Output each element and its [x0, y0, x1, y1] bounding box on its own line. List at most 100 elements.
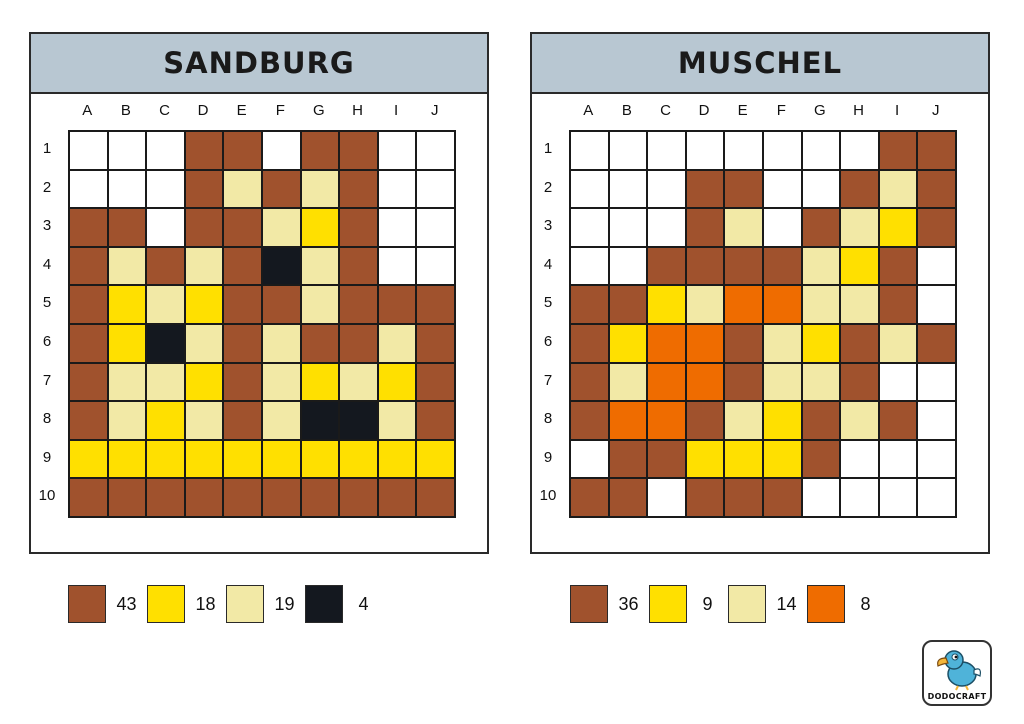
grid-cell[interactable]: [416, 401, 455, 440]
grid-cell[interactable]: [69, 285, 108, 324]
grid-cell[interactable]: [107, 478, 147, 517]
grid-cell[interactable]: [608, 246, 648, 286]
grid-cell[interactable]: [107, 401, 147, 440]
grid-cell[interactable]: [339, 323, 378, 363]
grid-cell[interactable]: [377, 439, 417, 479]
grid-cell[interactable]: [724, 169, 763, 209]
grid-cell[interactable]: [570, 246, 609, 286]
grid-cell[interactable]: [724, 285, 763, 324]
grid-cell[interactable]: [647, 323, 686, 363]
grid-cell[interactable]: [762, 246, 802, 286]
grid-cell[interactable]: [146, 323, 185, 363]
grid-cell[interactable]: [69, 169, 108, 209]
grid-cell[interactable]: [261, 208, 301, 247]
grid-cell[interactable]: [184, 208, 224, 247]
grid-cell[interactable]: [107, 362, 147, 402]
grid-cell[interactable]: [570, 362, 609, 402]
grid-cell[interactable]: [223, 362, 262, 402]
grid-cell[interactable]: [570, 439, 609, 479]
grid-cell[interactable]: [146, 169, 185, 209]
grid-cell[interactable]: [917, 439, 956, 479]
grid-cell[interactable]: [300, 208, 340, 247]
grid-cell[interactable]: [878, 478, 918, 517]
grid-cell[interactable]: [377, 208, 417, 247]
grid-cell[interactable]: [608, 478, 648, 517]
grid-cell[interactable]: [801, 208, 841, 247]
grid-cell[interactable]: [570, 208, 609, 247]
grid-cell[interactable]: [146, 285, 185, 324]
grid-cell[interactable]: [762, 285, 802, 324]
grid-cell[interactable]: [685, 208, 725, 247]
grid-cell[interactable]: [184, 169, 224, 209]
grid-cell[interactable]: [608, 439, 648, 479]
grid-cell[interactable]: [339, 246, 378, 286]
grid-cell[interactable]: [762, 478, 802, 517]
grid-cell[interactable]: [107, 246, 147, 286]
grid-cell[interactable]: [69, 208, 108, 247]
grid-cell[interactable]: [647, 169, 686, 209]
grid-cell[interactable]: [724, 246, 763, 286]
grid-cell[interactable]: [801, 323, 841, 363]
grid-cell[interactable]: [300, 169, 340, 209]
grid-cell[interactable]: [840, 246, 879, 286]
grid-cell[interactable]: [801, 439, 841, 479]
grid-cell[interactable]: [840, 208, 879, 247]
grid-cell[interactable]: [261, 478, 301, 517]
grid-cell[interactable]: [608, 208, 648, 247]
grid-cell[interactable]: [416, 362, 455, 402]
grid-cell[interactable]: [608, 131, 648, 170]
grid-cell[interactable]: [917, 208, 956, 247]
grid-cell[interactable]: [917, 169, 956, 209]
grid-cell[interactable]: [840, 169, 879, 209]
grid-cell[interactable]: [300, 478, 340, 517]
grid-cell[interactable]: [685, 362, 725, 402]
grid-cell[interactable]: [107, 169, 147, 209]
grid-cell[interactable]: [878, 401, 918, 440]
grid-cell[interactable]: [339, 401, 378, 440]
grid-cell[interactable]: [261, 362, 301, 402]
grid-cell[interactable]: [801, 401, 841, 440]
grid-cell[interactable]: [685, 478, 725, 517]
grid-cell[interactable]: [146, 478, 185, 517]
grid-cell[interactable]: [339, 439, 378, 479]
grid-cell[interactable]: [917, 131, 956, 170]
grid-cell[interactable]: [685, 439, 725, 479]
grid-cell[interactable]: [878, 285, 918, 324]
grid-cell[interactable]: [647, 131, 686, 170]
grid-cell[interactable]: [416, 323, 455, 363]
grid-cell[interactable]: [146, 362, 185, 402]
grid-cell[interactable]: [184, 401, 224, 440]
grid-cell[interactable]: [878, 362, 918, 402]
grid-cell[interactable]: [647, 478, 686, 517]
grid-cell[interactable]: [300, 285, 340, 324]
grid-cell[interactable]: [261, 131, 301, 170]
grid-cell[interactable]: [377, 169, 417, 209]
grid-cell[interactable]: [762, 439, 802, 479]
grid-cell[interactable]: [184, 131, 224, 170]
grid-cell[interactable]: [184, 285, 224, 324]
grid-cell[interactable]: [724, 478, 763, 517]
grid-cell[interactable]: [69, 246, 108, 286]
grid-cell[interactable]: [724, 208, 763, 247]
grid-cell[interactable]: [647, 208, 686, 247]
grid-cell[interactable]: [608, 401, 648, 440]
grid-cell[interactable]: [223, 246, 262, 286]
grid-cell[interactable]: [840, 478, 879, 517]
grid-cell[interactable]: [724, 439, 763, 479]
grid-cell[interactable]: [184, 478, 224, 517]
grid-cell[interactable]: [878, 169, 918, 209]
grid-cell[interactable]: [917, 285, 956, 324]
grid-cell[interactable]: [878, 131, 918, 170]
grid-cell[interactable]: [223, 169, 262, 209]
grid-cell[interactable]: [840, 401, 879, 440]
grid-cell[interactable]: [107, 131, 147, 170]
grid-cell[interactable]: [647, 439, 686, 479]
grid-cell[interactable]: [878, 439, 918, 479]
grid-cell[interactable]: [184, 362, 224, 402]
grid-cell[interactable]: [416, 169, 455, 209]
grid-cell[interactable]: [223, 439, 262, 479]
grid-cell[interactable]: [146, 246, 185, 286]
grid-cell[interactable]: [685, 131, 725, 170]
grid-cell[interactable]: [69, 401, 108, 440]
grid-cell[interactable]: [917, 323, 956, 363]
